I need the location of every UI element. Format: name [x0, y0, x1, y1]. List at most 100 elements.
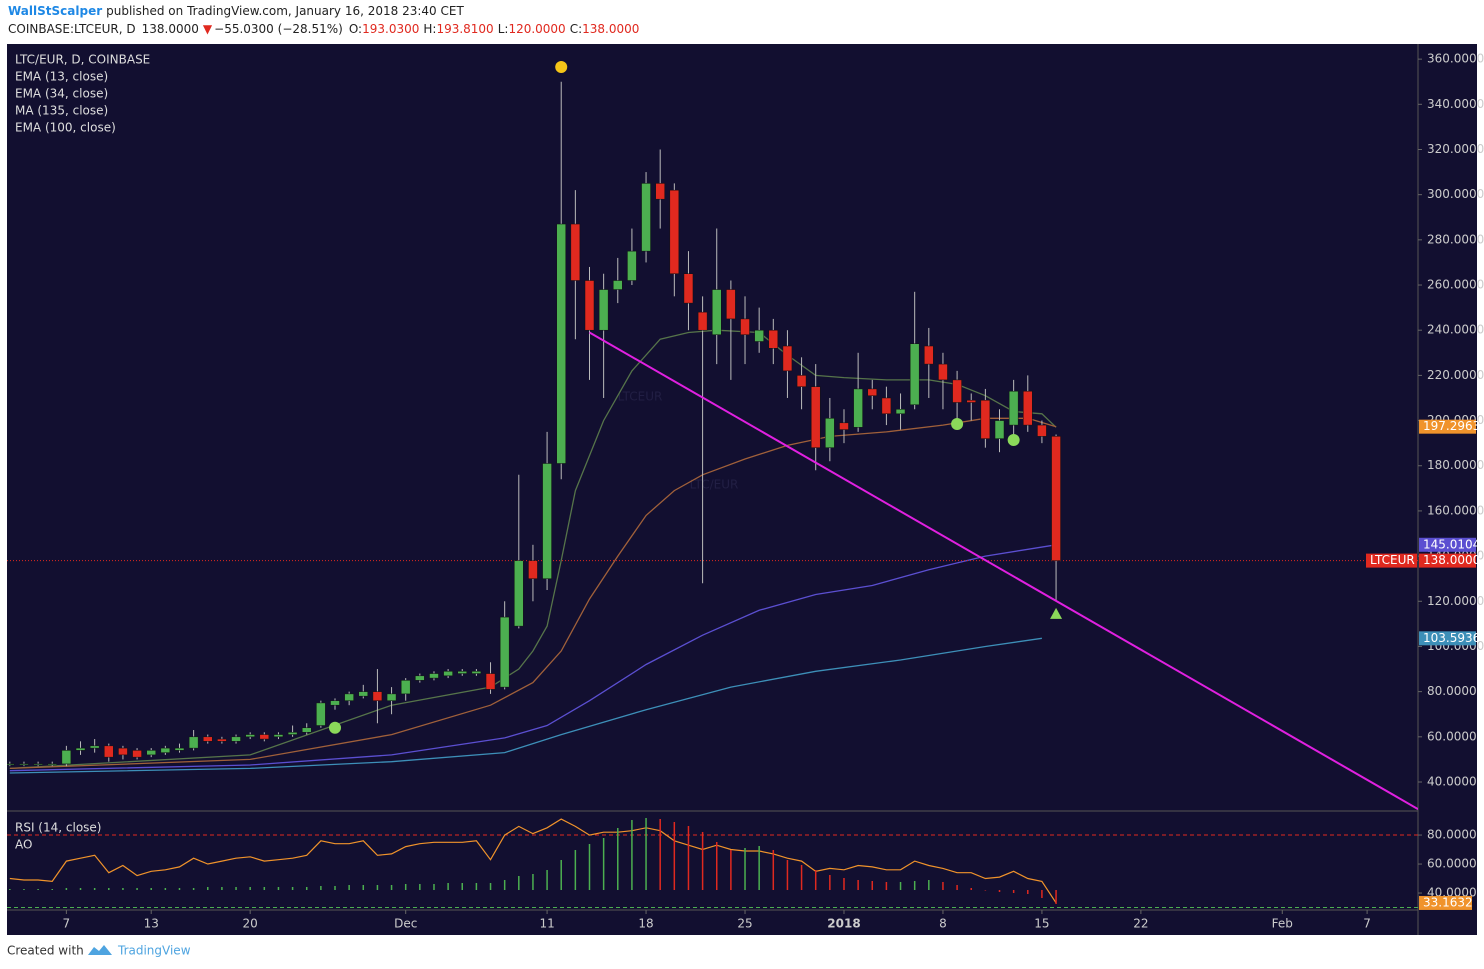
candle-body: [627, 250, 637, 281]
marker: [1050, 607, 1063, 619]
main-pane: [7, 61, 1418, 810]
x-tick-label: 11: [539, 917, 554, 931]
ao-bar: [786, 860, 789, 890]
ao-bar: [814, 870, 817, 890]
candle-body: [683, 273, 694, 304]
price-tag: [1419, 537, 1476, 552]
ao-bar: [928, 880, 930, 890]
price-tag-label: 145.0104: [1423, 537, 1480, 551]
moving-average-line: [9, 417, 1057, 770]
candle-body: [655, 183, 665, 200]
ao-bar: [1055, 890, 1057, 904]
ao-bar: [1041, 890, 1043, 898]
ao-bar: [1012, 890, 1015, 893]
candle-body: [782, 345, 793, 372]
ao-bar: [970, 888, 972, 890]
l-label: L:: [498, 22, 509, 36]
y-tick-label: 80.0000: [1427, 828, 1477, 842]
candle-body: [514, 560, 524, 627]
ao-bar: [79, 888, 82, 890]
ao-bar: [263, 887, 266, 890]
price-tag: [1419, 631, 1476, 646]
author[interactable]: WallStScalper: [8, 4, 102, 18]
candle-body: [245, 734, 255, 738]
symbol-tag: [1366, 553, 1417, 568]
o-label: O:: [349, 22, 362, 36]
candle-body: [938, 363, 948, 381]
candle-body: [669, 189, 680, 274]
ao-bar: [291, 887, 294, 890]
chart-background: [7, 44, 1477, 935]
ao-bar: [885, 882, 888, 890]
ao-bar: [701, 832, 704, 890]
rsi-title: RSI (14, close): [15, 821, 101, 835]
y-tick-label: 120.0000: [1427, 594, 1484, 608]
ao-bar: [334, 886, 336, 890]
axes: 7 13 20 Dec 11 18 25 2018 8 15 22 Feb 7 40.0000 60.000…: [63, 52, 1484, 931]
ao-bar: [277, 887, 280, 890]
x-tick-label: Feb: [1272, 917, 1293, 931]
ao-bar: [546, 870, 548, 890]
ao-title: AO: [15, 838, 32, 852]
candle-body: [485, 673, 496, 690]
header-line-2: COINBASE:LTCEUR, D 138.0000 ▼ −55.0300 (−28…: [8, 22, 639, 36]
ao-bar: [899, 882, 902, 890]
ao-bar: [65, 888, 68, 890]
y-tick-label: 340.0000: [1427, 97, 1484, 111]
ao-bar: [956, 885, 958, 890]
candle-body: [556, 223, 566, 464]
watermark: LTCEUR: [618, 390, 663, 404]
ao-bar: [659, 819, 661, 890]
marker: [1007, 433, 1020, 446]
ao-bar: [348, 885, 350, 890]
ao-bar: [376, 885, 379, 890]
ao-bar: [475, 883, 478, 890]
legend-entry: EMA (100, close): [15, 121, 116, 135]
ao-bar: [320, 886, 322, 890]
ao-bar: [207, 887, 209, 890]
x-tick-label: 22: [1133, 917, 1148, 931]
candle-body: [316, 702, 326, 726]
ao-bar: [235, 887, 237, 890]
candle-body: [75, 747, 86, 751]
ao-bar: [800, 865, 803, 890]
close: 138.0000: [582, 22, 639, 36]
ao-bar: [37, 889, 39, 890]
candle-body: [118, 747, 128, 756]
candle-body: [867, 388, 878, 396]
legend-entry: MA (135, close): [15, 104, 108, 118]
ao-bar: [758, 846, 760, 890]
y-tick-label: 220.0000: [1427, 368, 1484, 382]
pane-title: LTC/EUR, D, COINBASE: [15, 53, 150, 67]
ao-bar: [998, 890, 1001, 892]
ao-bar: [843, 878, 845, 890]
y-tick-label: 160.0000: [1427, 503, 1484, 517]
ao-bar: [164, 888, 167, 890]
candle-body: [203, 736, 213, 742]
candle-body: [457, 671, 468, 674]
ao-bar: [461, 883, 464, 890]
ao-bar: [404, 884, 407, 890]
candle-body: [499, 616, 510, 688]
legend-entry: EMA (34, close): [15, 87, 108, 101]
moving-average-line: [9, 544, 1057, 772]
x-tick-label: 2018: [827, 917, 860, 931]
high: 193.8100: [436, 22, 493, 36]
y-tick-label: 320.0000: [1427, 142, 1484, 156]
candle-body: [7, 763, 15, 766]
ao-bar: [631, 820, 633, 890]
candle-body: [174, 747, 185, 751]
footer-brand[interactable]: TradingView: [117, 944, 191, 958]
marker: [951, 417, 964, 430]
low: 120.0000: [508, 22, 565, 36]
y-tick-label: 360.0000: [1427, 52, 1484, 66]
ao-bar: [942, 882, 944, 890]
open: 193.0300: [362, 22, 419, 36]
candle-body: [980, 399, 991, 439]
candle-body: [471, 671, 482, 674]
candle-body: [89, 745, 100, 749]
ao-bar: [560, 860, 562, 890]
ao-bar: [687, 826, 690, 890]
ao-bar: [744, 848, 746, 890]
ao-bar: [913, 881, 916, 890]
